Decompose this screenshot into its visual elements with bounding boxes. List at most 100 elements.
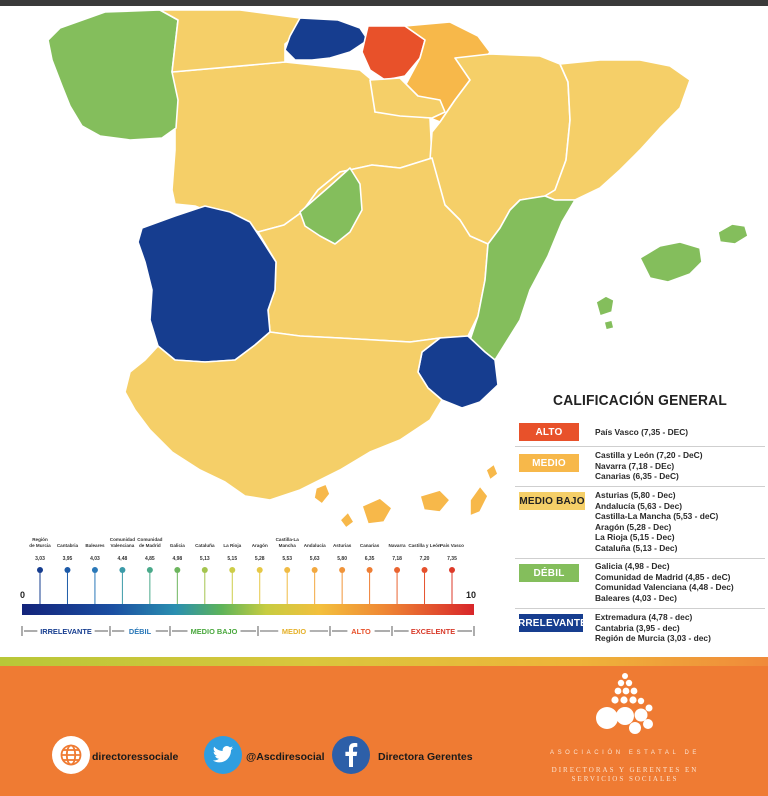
region-canarias-4[interactable] [419, 489, 451, 513]
org-name-line1: ASOCIACIÓN ESTATAL DE [549, 750, 701, 756]
facebook-icon[interactable] [332, 736, 370, 774]
scale-marker-label: Castilla-La [276, 537, 300, 542]
scale-marker-label: Baleares [85, 543, 105, 548]
scale-marker-dot [174, 567, 181, 573]
legend-item: Castilla-La Mancha (5,53 - deC) [595, 511, 719, 522]
spain-map [47, 9, 749, 529]
scale-marker-label: País Vasco [440, 543, 464, 548]
legend-item: Baleares (4,03 - Dec) [595, 592, 677, 603]
scale-category-label: ALTO [351, 627, 371, 636]
legend-group-medio: MEDIO Castilla y León (7,20 - DeC) Navar… [515, 446, 765, 487]
scale-max-label: 10 [466, 590, 476, 600]
region-baleares-ibiza[interactable] [595, 295, 615, 317]
scale-marker-label: Castilla y León [408, 543, 441, 548]
legend-badge-medio-bajo: MEDIO BAJO [519, 492, 585, 510]
facebook-page[interactable]: Directora Gerentes [378, 751, 473, 763]
scale-marker-dot [229, 567, 236, 573]
scale-marker-label: Mancha [279, 543, 297, 548]
scale-marker-value: 4,98 [172, 556, 182, 562]
scale-marker-dot [146, 567, 153, 573]
legend-item: Extremadura (4,78 - dec) [595, 612, 693, 622]
top-bar [0, 0, 768, 6]
legend-title: CALIFICACIÓN GENERAL [553, 392, 727, 409]
legend-item: Canarias (6,35 - DeC) [595, 471, 679, 482]
scale-marker-label: Valenciana [111, 543, 135, 548]
scale-marker-dot [256, 567, 263, 573]
scale-marker-value: 7,35 [447, 556, 457, 562]
scale-marker-dot [37, 567, 43, 573]
scale-marker-label: Asturias [333, 543, 352, 548]
legend-item: Castilla y León (7,20 - DeC) [595, 450, 703, 460]
scale-marker-value: 3,03 [35, 556, 45, 562]
region-canarias-5[interactable] [469, 485, 489, 517]
scale-marker-label: Andalucía [304, 543, 326, 548]
legend-item: Comunidad Valenciana (4,48 - Dec) [595, 582, 734, 593]
legend-item: La Rioja (5,15 - Dec) [595, 532, 675, 543]
legend-group-irrelevante: IRRELEVANTE Extremadura (4,78 - dec) Can… [515, 608, 765, 646]
region-baleares-mallorca[interactable] [639, 241, 703, 283]
scale-marker-label: Canarias [360, 543, 380, 548]
twitter-handle[interactable]: @Ascdiresocial [246, 751, 325, 763]
twitter-icon[interactable] [204, 736, 242, 774]
org-name-lines: DIRECTORAS Y GERENTES EN SERVICIOS SOCIA… [520, 766, 730, 784]
region-canarias-1[interactable] [313, 483, 331, 505]
website-link[interactable]: directoressociale [92, 751, 179, 763]
legend-badge-debil: DÉBIL [519, 564, 579, 582]
region-cataluna[interactable] [544, 59, 691, 201]
region-canarias-2[interactable] [339, 511, 355, 529]
scale-category-label: EXCELENTE [411, 627, 455, 636]
scale-marker-label: Comunidad [110, 537, 135, 542]
scale-categories: IRRELEVANTE DÉBIL MEDIO BAJO MEDIO ALTO EXCEL… [21, 626, 475, 636]
scale-marker-label: de Murcia [29, 543, 51, 548]
region-canarias-3[interactable] [361, 497, 393, 525]
scale-category-label: DÉBIL [129, 627, 152, 636]
scale-marker-label: Aragón [252, 543, 268, 548]
scale-marker-value: 5,53 [282, 556, 292, 562]
legend-item: Aragón (5,28 - Dec) [595, 521, 672, 532]
legend-item: Galicia (4,98 - Dec) [595, 561, 670, 571]
globe-icon[interactable] [52, 736, 90, 774]
scale-marker-dot [64, 567, 71, 573]
region-andalucia[interactable] [124, 331, 443, 501]
scale-marker-label: Cantabria [57, 543, 79, 548]
region-baleares-formentera[interactable] [603, 319, 615, 331]
scale-marker-dot [449, 567, 455, 573]
region-canarias-6[interactable] [485, 463, 499, 481]
scale-marker-dot [119, 567, 126, 573]
scale-marker-value: 6,35 [365, 556, 375, 562]
scale-category-label: MEDIO BAJO [191, 627, 238, 636]
footer-stripe [0, 657, 768, 666]
scale-marker-value: 7,20 [420, 556, 430, 562]
legend: CALIFICACIÓN GENERAL [515, 392, 765, 409]
legend-item: Región de Murcia (3,03 - dec) [595, 633, 711, 644]
legend-item: Navarra (7,18 - DEc) [595, 460, 675, 471]
region-cantabria[interactable] [284, 17, 369, 61]
legend-badge-alto: ALTO [519, 423, 579, 441]
legend-group-debil: DÉBIL Galicia (4,98 - Dec) Comunidad de … [515, 558, 765, 609]
scale-marker-label: La Rioja [223, 543, 241, 548]
region-baleares-menorca[interactable] [717, 223, 749, 245]
scale-marker-value: 5,28 [255, 556, 265, 562]
scale-marker-dot [311, 567, 318, 573]
scale-gradient-bar [22, 604, 474, 615]
legend-item: Asturias (5,80 - Dec) [595, 490, 676, 500]
region-la-rioja[interactable] [369, 77, 446, 119]
region-asturias[interactable] [159, 9, 301, 73]
scale-marker-value: 4,48 [118, 556, 128, 562]
scale-marker-dot [284, 567, 291, 573]
legend-item: Andalucía (5,63 - Dec) [595, 500, 683, 511]
legend-item: Comunidad de Madrid (4,85 - deC) [595, 571, 731, 582]
scale-marker-value: 5,15 [227, 556, 237, 562]
region-madrid[interactable] [299, 167, 363, 245]
scale-marker-value: 3,95 [63, 556, 73, 562]
legend-item: Cantabria (3,95 - dec) [595, 622, 680, 633]
legend-badge-medio: MEDIO [519, 454, 579, 472]
org-name-line2: DIRECTORAS Y GERENTES EN [551, 766, 699, 774]
legend-group-medio-bajo: MEDIO BAJO Asturias (5,80 - Dec) Andaluc… [515, 486, 765, 559]
scale-marker-dot [421, 567, 428, 573]
scale-category-label: MEDIO [282, 627, 306, 636]
scale-min-label: 0 [20, 590, 25, 600]
legend-item: Cataluña (5,13 - Dec) [595, 542, 678, 553]
scale-marker-dot [339, 567, 346, 573]
